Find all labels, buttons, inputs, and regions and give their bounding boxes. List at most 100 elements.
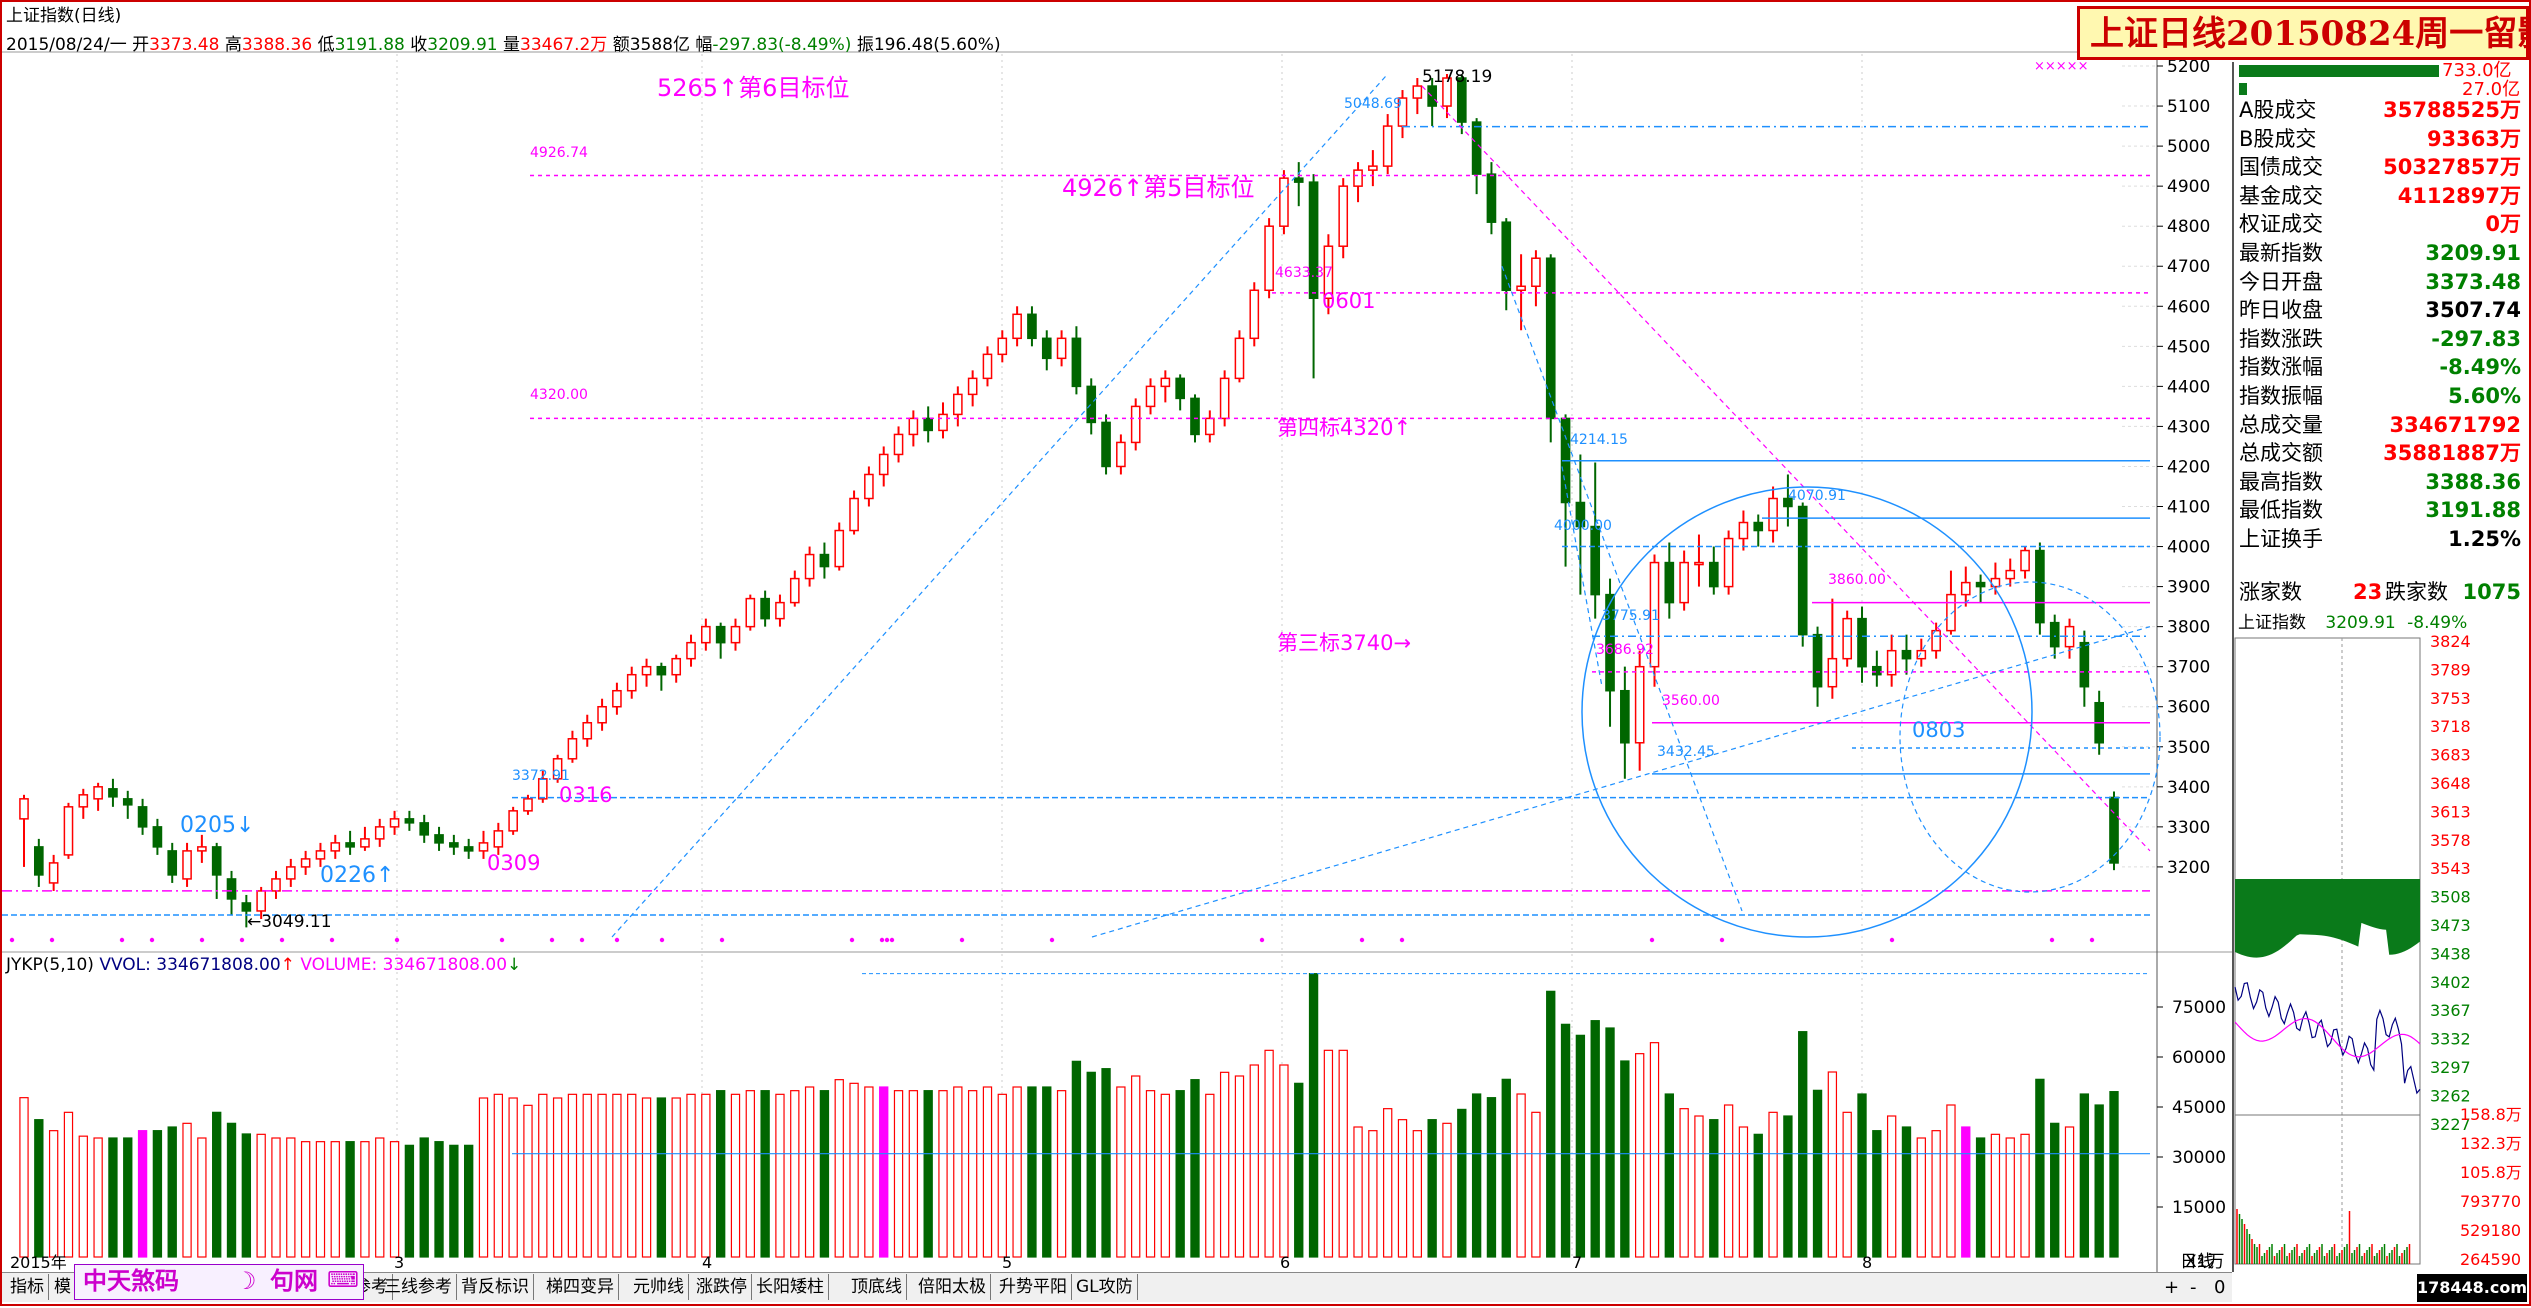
volume-bar bbox=[241, 1133, 252, 1258]
price-tick-label: 3200 bbox=[2167, 858, 2210, 878]
candle-body bbox=[2035, 549, 2045, 624]
volume-bar bbox=[1634, 1053, 1645, 1258]
signal-dot bbox=[959, 937, 965, 943]
chart-annotation: ←3049.11 bbox=[247, 912, 332, 932]
candle-body bbox=[1634, 665, 1645, 744]
indicator-tab[interactable]: 三线参考 bbox=[380, 1274, 457, 1300]
candle-body bbox=[1382, 125, 1393, 167]
zoom-out-button[interactable]: - bbox=[2190, 1277, 2197, 1298]
candle-body bbox=[167, 850, 178, 876]
candle-body bbox=[1886, 649, 1897, 676]
volume-tick-label: 60000 bbox=[2172, 1048, 2226, 1068]
intraday-tick-label: 3789 bbox=[2430, 660, 2471, 679]
volume-bar bbox=[419, 1137, 429, 1258]
signal-dot bbox=[1719, 937, 1725, 943]
candle-body bbox=[1116, 441, 1126, 468]
indicator-tab[interactable]: 长阳矮柱 bbox=[752, 1274, 829, 1300]
price-tick-label: 3500 bbox=[2167, 738, 2210, 758]
side-info-row: 最高指数 3388.36 bbox=[2239, 469, 2521, 494]
fan-line bbox=[1561, 466, 1603, 687]
candle-body bbox=[1041, 337, 1052, 360]
candle-body bbox=[567, 738, 578, 760]
zoom-in-button[interactable]: + bbox=[2164, 1277, 2180, 1298]
volume-bar bbox=[953, 1086, 963, 1258]
chart-title: 上证指数(日线) bbox=[6, 6, 122, 26]
signal-dot bbox=[579, 937, 585, 943]
footer-bar bbox=[2, 1272, 2232, 1302]
intraday-line bbox=[2234, 982, 2421, 1095]
signal-dot bbox=[199, 937, 205, 943]
indicator-tab[interactable]: 倍阳太极 bbox=[914, 1274, 991, 1300]
info-amt: 3588亿 bbox=[629, 35, 690, 55]
volume-bar bbox=[478, 1097, 489, 1258]
candle-body bbox=[360, 838, 370, 848]
candle-body bbox=[330, 842, 341, 852]
signal-dot bbox=[279, 937, 285, 943]
indicator-tab[interactable]: 升势平阳 bbox=[995, 1274, 1072, 1300]
volume-bar bbox=[123, 1137, 133, 1258]
price-tick-label: 4900 bbox=[2167, 177, 2210, 197]
signal-dot bbox=[9, 937, 15, 943]
candle-body bbox=[656, 665, 667, 676]
downtrend-line bbox=[1421, 85, 2151, 852]
volume-bar bbox=[760, 1090, 770, 1258]
candle-body bbox=[582, 721, 593, 740]
indicator-tab[interactable]: 梯四变异 bbox=[542, 1274, 619, 1300]
candle-body bbox=[1145, 385, 1156, 408]
indicator-tab[interactable]: 涨跌停 bbox=[692, 1274, 752, 1300]
candle-body bbox=[108, 788, 118, 798]
indicator-tab[interactable]: 元帅线 bbox=[629, 1274, 689, 1300]
side-info-row: 上证换手 1.25% bbox=[2239, 527, 2521, 551]
volume-bar bbox=[552, 1097, 563, 1258]
price-tick-label: 4500 bbox=[2167, 337, 2210, 357]
volume-bar bbox=[908, 1090, 919, 1258]
candle-body bbox=[1857, 617, 1867, 668]
candle-body bbox=[938, 413, 948, 432]
volume-bar bbox=[182, 1122, 192, 1258]
chart-annotation: 0309 bbox=[487, 851, 540, 875]
volume-bar bbox=[1679, 1108, 1689, 1258]
volume-bar bbox=[1353, 1126, 1363, 1258]
chart-annotation: 4070.91 bbox=[1788, 488, 1846, 504]
volume-bar bbox=[1116, 1086, 1126, 1258]
volume-bar bbox=[389, 1141, 400, 1258]
candle-body bbox=[1708, 561, 1719, 588]
volume-bar bbox=[582, 1093, 592, 1258]
side-info-row: 最低指数 3191.88 bbox=[2239, 498, 2521, 523]
chart-annotation: 3775.91 bbox=[1602, 608, 1660, 624]
period-label[interactable]: 日线 bbox=[2180, 1252, 2214, 1272]
volume-tick-label: 75000 bbox=[2172, 998, 2226, 1018]
side-info-row: 指数涨幅 -8.49% bbox=[2239, 355, 2521, 380]
candle-body bbox=[1249, 289, 1260, 340]
candle-body bbox=[2020, 549, 2030, 572]
indicator-tab[interactable]: 顶底线 bbox=[847, 1274, 907, 1300]
volume-bar bbox=[63, 1111, 74, 1258]
indicator-tab[interactable]: 模 bbox=[50, 1274, 76, 1300]
volume-bar bbox=[775, 1093, 785, 1258]
side-info-row: 昨日收盘 3507.74 bbox=[2239, 298, 2521, 323]
candle-body bbox=[745, 597, 756, 628]
indicator-tab[interactable]: 背反标识 bbox=[457, 1274, 534, 1300]
candle-body bbox=[834, 529, 845, 568]
indicator-tab[interactable]: 指标 bbox=[6, 1274, 49, 1300]
volume-bar bbox=[612, 1093, 622, 1258]
volume-bar bbox=[715, 1090, 726, 1258]
watermark: 178448.com bbox=[2417, 1274, 2527, 1302]
candle-body bbox=[1234, 337, 1245, 380]
volume-bar bbox=[1249, 1064, 1259, 1258]
reset-button[interactable]: 0 bbox=[2214, 1277, 2226, 1298]
intraday-vol-tick-label: 264590 bbox=[2460, 1250, 2521, 1269]
candle-body bbox=[1827, 657, 1838, 688]
candle-body bbox=[671, 657, 682, 676]
info-vol: 33467.2万 bbox=[520, 35, 608, 55]
candle-body bbox=[300, 858, 311, 868]
volume-bar bbox=[1442, 1122, 1452, 1258]
candle-body bbox=[1797, 505, 1808, 636]
info-close: 3209.91 bbox=[427, 35, 498, 55]
price-tick-label: 5100 bbox=[2167, 97, 2210, 117]
indicator-tab[interactable]: GL攻防 bbox=[1072, 1274, 1138, 1300]
intraday-tick-label: 3227 bbox=[2430, 1115, 2471, 1134]
volume-bar bbox=[1071, 1060, 1082, 1258]
candle-body bbox=[241, 902, 252, 912]
signal-dot bbox=[659, 937, 665, 943]
